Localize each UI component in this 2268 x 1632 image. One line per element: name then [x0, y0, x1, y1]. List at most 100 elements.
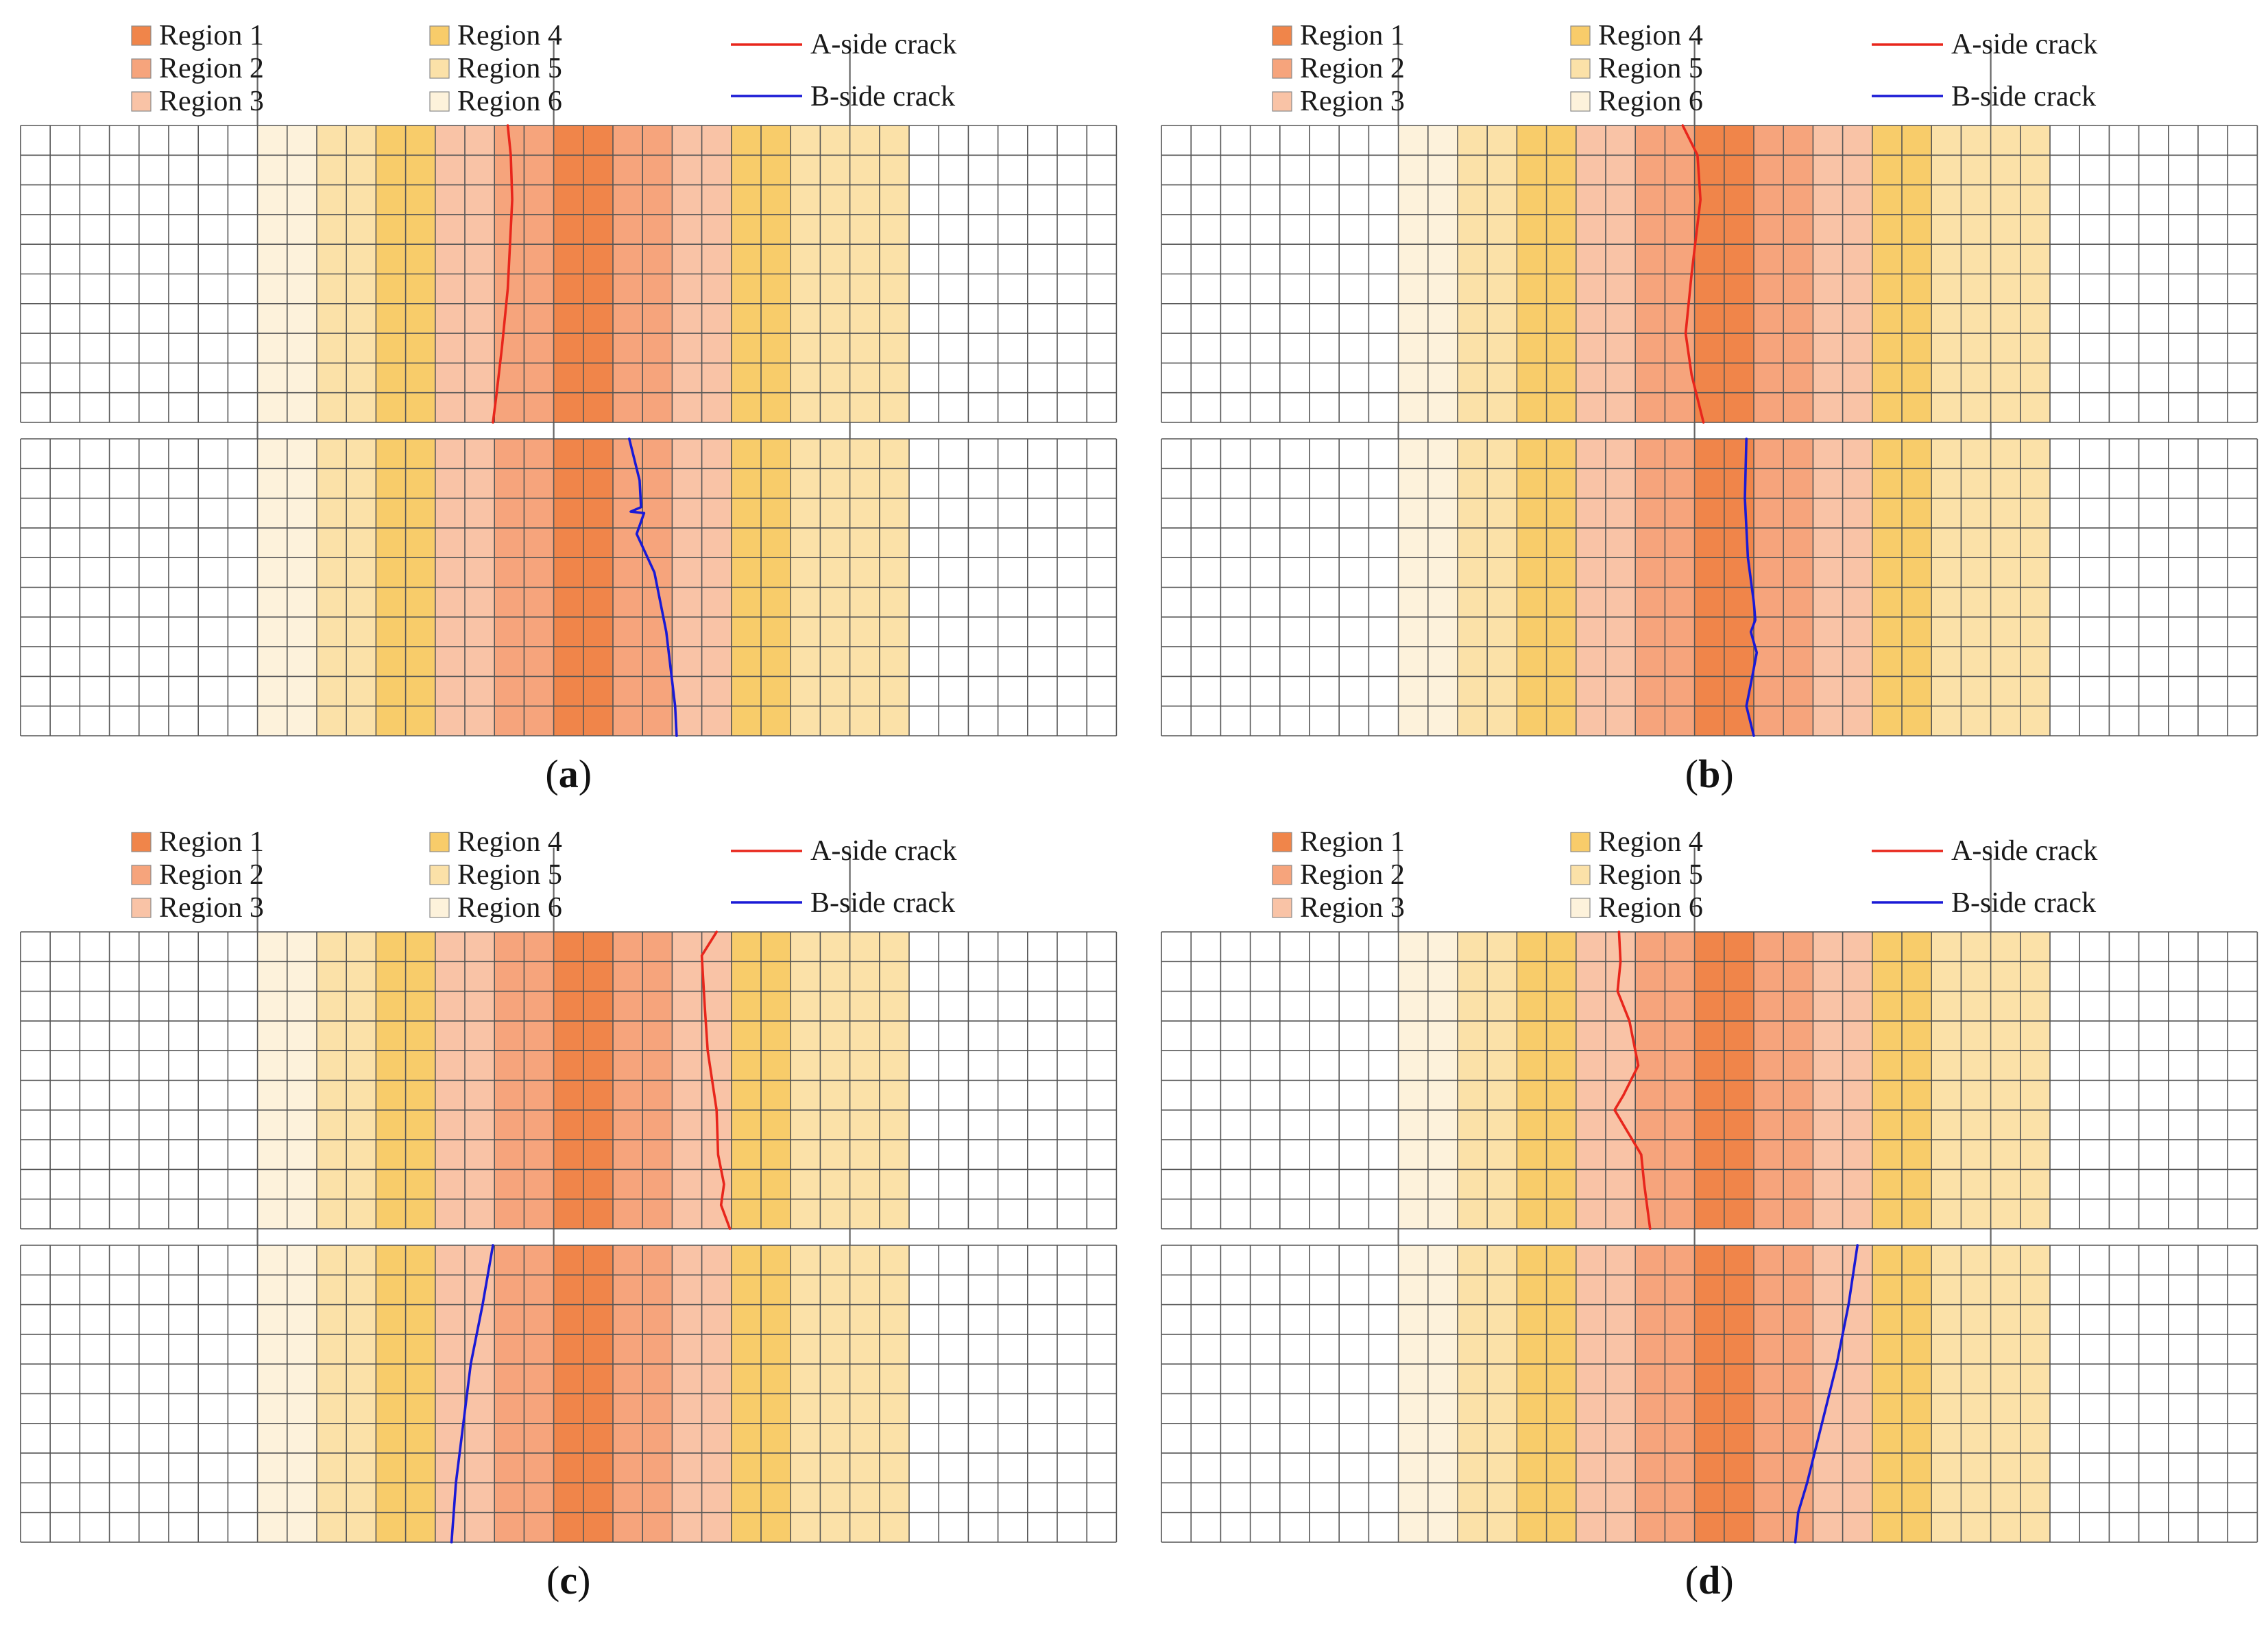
region-6-swatch — [1570, 91, 1591, 112]
caption-close: ) — [577, 1558, 590, 1603]
caption-letter: b — [1698, 752, 1720, 796]
region-1-label: Region 1 — [159, 826, 264, 858]
b-side-crack-label: B-side crack — [810, 887, 955, 919]
region-1-swatch — [131, 25, 152, 46]
region-5-label: Region 5 — [457, 53, 562, 84]
grid-lines — [1161, 1245, 2258, 1543]
a-side-grid — [20, 125, 1118, 423]
region-3-label: Region 3 — [159, 892, 264, 924]
caption-close: ) — [579, 752, 592, 796]
grid-lines — [20, 438, 1118, 736]
region-2-swatch — [1272, 865, 1292, 885]
region-1-swatch — [1272, 25, 1292, 46]
b-side-grid — [20, 438, 1118, 736]
a-side-crack-path — [1613, 931, 1652, 1230]
caption-open: ( — [1685, 1558, 1698, 1603]
a-side-crack-path — [700, 931, 732, 1230]
region-5-label: Region 5 — [457, 859, 562, 891]
a-side-crack-label: A-side crack — [1951, 29, 2097, 60]
region-2-swatch — [1272, 58, 1292, 79]
b-side-crack-label: B-side crack — [1951, 81, 2096, 112]
region-6-swatch — [429, 91, 450, 112]
b-side-grid — [20, 1245, 1118, 1543]
region-4-swatch — [1570, 832, 1591, 852]
region-6-swatch — [1570, 898, 1591, 918]
region-2-label: Region 2 — [1300, 53, 1405, 84]
panel-caption: (b) — [1685, 752, 1734, 796]
panel-caption: (d) — [1685, 1558, 1734, 1603]
region-5-label: Region 5 — [1598, 859, 1703, 891]
region-2-label: Region 2 — [1300, 859, 1405, 891]
caption-open: ( — [1685, 752, 1698, 796]
region-1-swatch — [131, 832, 152, 852]
caption-letter: a — [559, 752, 579, 796]
grid-lines — [1161, 438, 2258, 736]
a-side-crack-label: A-side crack — [810, 835, 956, 867]
region-2-label: Region 2 — [159, 53, 264, 84]
a-side-grid — [1161, 125, 2258, 423]
region-2-swatch — [131, 865, 152, 885]
region-3-swatch — [1272, 91, 1292, 112]
grid-lines — [1161, 931, 2258, 1229]
a-side-crack-path — [1681, 124, 1705, 424]
region-1-label: Region 1 — [159, 20, 264, 51]
region-4-swatch — [1570, 25, 1591, 46]
b-side-crack-label: B-side crack — [810, 81, 955, 112]
a-side-grid — [20, 931, 1118, 1229]
region-5-swatch — [1570, 865, 1591, 885]
a-side-crack-label: A-side crack — [810, 29, 956, 60]
b-side-crack-path — [450, 1244, 494, 1544]
b-side-crack-path — [628, 437, 678, 737]
region-6-label: Region 6 — [1598, 892, 1703, 924]
grid-lines — [20, 1245, 1118, 1543]
grid-lines — [20, 931, 1118, 1229]
panel-caption: (c) — [546, 1558, 590, 1603]
b-side-grid — [1161, 438, 2258, 736]
caption-letter: d — [1698, 1558, 1720, 1603]
b-side-crack-path — [1794, 1244, 1859, 1544]
region-1-label: Region 1 — [1300, 20, 1405, 51]
caption-close: ) — [1720, 752, 1733, 796]
region-6-swatch — [429, 898, 450, 918]
region-5-swatch — [429, 865, 450, 885]
grid-lines — [1161, 125, 2258, 423]
region-3-swatch — [1272, 898, 1292, 918]
region-4-label: Region 4 — [457, 826, 562, 858]
region-3-swatch — [131, 898, 152, 918]
caption-open: ( — [545, 752, 558, 796]
region-3-swatch — [131, 91, 152, 112]
region-3-label: Region 3 — [159, 86, 264, 117]
region-6-label: Region 6 — [457, 892, 562, 924]
a-side-crack-path — [492, 124, 514, 424]
region-1-label: Region 1 — [1300, 826, 1405, 858]
panel-caption: (a) — [545, 752, 592, 796]
region-6-label: Region 6 — [1598, 86, 1703, 117]
region-5-label: Region 5 — [1598, 53, 1703, 84]
b-side-crack-path — [1744, 437, 1759, 737]
b-side-grid — [1161, 1245, 2258, 1543]
region-5-swatch — [429, 58, 450, 79]
region-2-label: Region 2 — [159, 859, 264, 891]
region-4-swatch — [429, 25, 450, 46]
a-side-grid — [1161, 931, 2258, 1229]
region-1-swatch — [1272, 832, 1292, 852]
region-4-label: Region 4 — [1598, 20, 1703, 51]
region-4-label: Region 4 — [1598, 826, 1703, 858]
region-6-label: Region 6 — [457, 86, 562, 117]
a-side-crack-label: A-side crack — [1951, 835, 2097, 867]
caption-open: ( — [546, 1558, 559, 1603]
caption-letter: c — [559, 1558, 577, 1603]
region-5-swatch — [1570, 58, 1591, 79]
region-2-swatch — [131, 58, 152, 79]
grid-lines — [20, 125, 1118, 423]
region-3-label: Region 3 — [1300, 86, 1405, 117]
